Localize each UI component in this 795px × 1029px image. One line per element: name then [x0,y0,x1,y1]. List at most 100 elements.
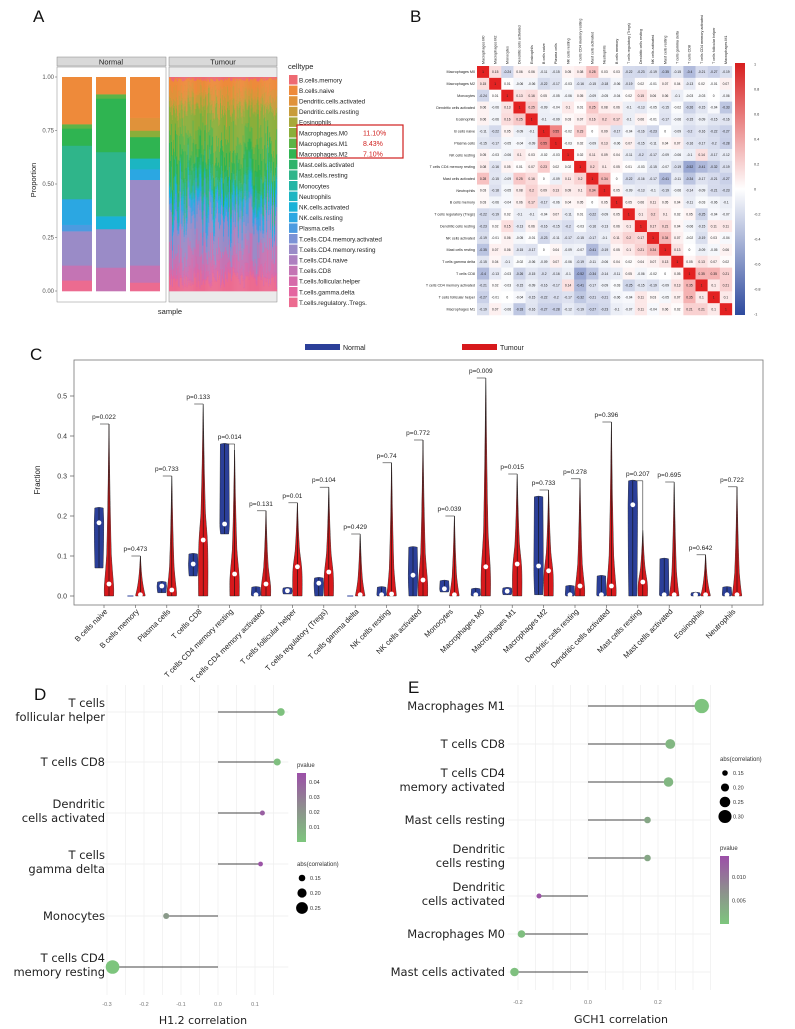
size-legend-title: abs(correlation) [720,757,762,763]
tumour-sample-bar-segment [213,118,215,153]
cell-value: -0.03 [552,153,560,157]
tumour-sample-bar-segment [238,188,240,190]
cell-value: -0.1 [614,307,620,311]
cell-value: 0.06 [662,94,669,98]
tumour-sample-bar-segment [275,191,277,198]
tumour-sample-bar-segment [199,174,201,183]
tumour-sample-bar-segment [248,81,250,85]
tumour-sample-bar-segment [251,89,253,99]
tumour-sample-bar-segment [254,196,256,205]
cell-value: 0.02 [674,212,681,216]
heatmap-cell [477,279,490,292]
tumour-sample-bar-segment [204,199,206,243]
tumour-violin-median [138,592,143,598]
tumour-sample-bar-segment [270,77,272,92]
cell-value: -0.11 [686,201,693,205]
cell-value: -0.07 [722,212,730,216]
colorbar-tick-label: 0.8 [754,87,759,91]
heatmap-cell [707,196,720,209]
tumour-sample-bar-segment [271,106,273,112]
tumour-sample-bar-segment [257,233,259,243]
cell-value: 0.07 [650,260,657,264]
heatmap-cell [489,267,502,280]
tumour-sample-bar-segment [179,118,181,128]
tumour-sample-bar-segment [178,221,180,227]
tumour-sample-bar-segment [238,144,240,160]
tumour-sample-bar-segment [269,77,271,84]
cell-value: 0.04 [553,248,560,252]
tumour-sample-bar-segment [216,95,218,98]
tumour-sample-bar-segment [221,117,223,133]
cell-value: 0.06 [480,106,487,110]
tumour-violin-median [232,571,238,577]
tumour-sample-bar-segment [191,77,193,79]
tumour-sample-bar-segment [199,157,201,165]
tumour-sample-bar-segment [188,198,190,206]
cell-value: -0.06 [613,82,621,86]
p-value-label: p=0.207 [626,471,650,478]
tumour-sample-bar-segment [221,181,223,194]
tumour-sample-bar-segment [171,80,174,94]
tumour-sample-bar-segment [197,185,199,189]
cell-value: 0 [543,177,545,181]
heatmap-cell [574,291,587,304]
tumour-sample-bar-segment [187,162,189,167]
column-label: T cells regulatory (Tregs) [627,23,631,64]
tumour-sample-bar-segment [173,100,176,107]
tumour-sample-bar-segment [218,119,220,127]
heatmap-cell [683,279,696,292]
cell-value: -0.07 [661,165,669,169]
tumour-sample-bar-segment [170,123,173,142]
tumour-sample-bar-segment [203,106,205,150]
tumour-sample-bar-segment [193,163,195,172]
tumour-sample-bar-segment [264,195,266,205]
tumour-sample-bar-segment [190,79,192,88]
tumour-sample-bar-segment [245,199,247,201]
tumour-sample-bar-segment [197,272,199,292]
tumour-sample-bar-segment [219,195,221,198]
tumour-sample-bar-segment [216,280,218,282]
tumour-sample-bar-segment [236,92,238,105]
tumour-sample-bar-segment [251,183,253,186]
cell-value: -0.17 [649,177,657,181]
tumour-sample-bar-segment [276,107,278,113]
tumour-sample-bar-segment [193,113,195,116]
tumour-sample-bar-segment [198,280,200,282]
cell-value: -0.15 [649,165,657,169]
heatmap-cell [646,149,660,162]
tumour-sample-bar-segment [228,161,231,167]
heatmap-cell [477,220,490,233]
tumour-sample-bar-segment [176,278,178,292]
tumour-sample-bar-segment [274,240,276,244]
tumour-sample-bar-segment [199,256,201,270]
heatmap-cell [501,101,514,114]
tumour-sample-bar-segment [173,109,176,152]
legend-swatch [289,287,298,297]
tumour-sample-bar-segment [274,180,276,203]
heatmap-cell [707,77,720,90]
tumour-sample-bar-segment [224,207,227,216]
tumour-sample-bar-segment [197,204,199,209]
cell-value: -0.06 [491,118,499,122]
cell-value: 1 [543,129,545,133]
tumour-sample-bar-segment [217,254,219,261]
tumour-sample-bar-segment [246,217,248,246]
tumour-sample-bar-segment [200,78,202,82]
tumour-sample-bar-segment [210,77,212,79]
tumour-sample-bar-segment [175,211,178,218]
tumour-sample-bar-segment [174,209,177,217]
tumour-sample-bar-segment [242,197,244,199]
tumour-sample-bar-segment [245,232,247,239]
heatmap-cell [489,77,502,90]
tumour-sample-bar-segment [258,81,260,90]
heatmap-cell [574,255,587,268]
tumour-sample-bar-segment [270,194,272,198]
tumour-sample-bar-segment [209,166,211,170]
tumour-sample-bar-segment [241,232,243,241]
normal-sample-bar-segment [62,224,92,232]
tumour-sample-bar-segment [190,165,192,175]
tumour-sample-bar-segment [172,139,175,149]
tumour-sample-bar-segment [195,77,197,81]
tumour-sample-bar-segment [222,145,224,151]
tumour-sample-bar-segment [223,116,225,152]
